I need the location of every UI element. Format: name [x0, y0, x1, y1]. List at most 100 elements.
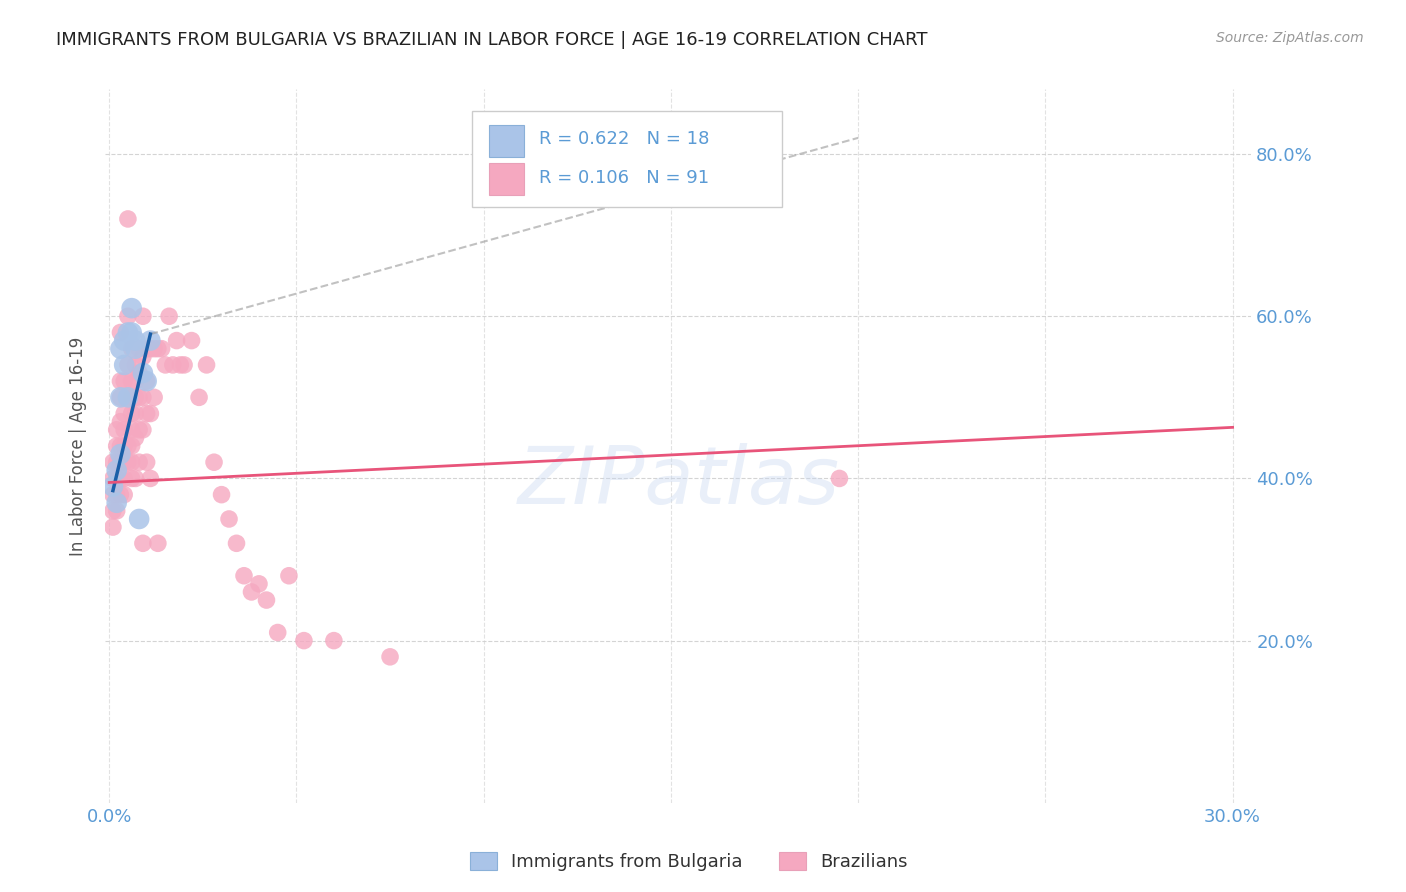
- Point: [105, 496, 128, 510]
- Point: [105, 463, 128, 477]
- Point: [135, 374, 157, 388]
- Point: [101, 488, 124, 502]
- Point: [112, 334, 135, 348]
- Point: [128, 390, 150, 404]
- Point: [117, 455, 139, 469]
- Point: [180, 334, 202, 348]
- Point: [121, 301, 143, 315]
- Point: [202, 455, 225, 469]
- Point: [146, 342, 169, 356]
- Point: [124, 471, 146, 485]
- Point: [132, 390, 155, 404]
- Point: [155, 358, 177, 372]
- FancyBboxPatch shape: [489, 125, 523, 157]
- Point: [124, 431, 146, 445]
- Point: [143, 342, 166, 356]
- Point: [247, 577, 270, 591]
- Point: [143, 390, 166, 404]
- Point: [135, 374, 157, 388]
- Point: [150, 342, 173, 356]
- Point: [117, 390, 139, 404]
- Point: [117, 439, 139, 453]
- Text: R = 0.106   N = 91: R = 0.106 N = 91: [538, 169, 709, 187]
- Text: R = 0.622   N = 18: R = 0.622 N = 18: [538, 130, 709, 148]
- Point: [117, 358, 139, 372]
- Point: [112, 358, 135, 372]
- Point: [117, 310, 139, 324]
- Point: [112, 488, 135, 502]
- Point: [135, 407, 157, 421]
- Point: [128, 512, 150, 526]
- Point: [139, 407, 162, 421]
- Point: [166, 334, 188, 348]
- Point: [218, 512, 240, 526]
- Point: [105, 455, 128, 469]
- Point: [112, 471, 135, 485]
- Point: [121, 439, 143, 453]
- Point: [157, 310, 180, 324]
- Point: [132, 310, 155, 324]
- Point: [105, 504, 128, 518]
- Point: [101, 471, 124, 485]
- Point: [124, 342, 146, 356]
- Point: [110, 415, 132, 429]
- Point: [110, 390, 132, 404]
- Point: [135, 455, 157, 469]
- Point: [110, 374, 132, 388]
- Point: [139, 334, 162, 348]
- Point: [117, 211, 139, 226]
- Point: [112, 423, 135, 437]
- Text: IMMIGRANTS FROM BULGARIA VS BRAZILIAN IN LABOR FORCE | AGE 16-19 CORRELATION CHA: IMMIGRANTS FROM BULGARIA VS BRAZILIAN IN…: [56, 31, 928, 49]
- Point: [173, 358, 195, 372]
- Point: [112, 374, 135, 388]
- Point: [117, 326, 139, 340]
- Point: [110, 447, 132, 461]
- Point: [121, 423, 143, 437]
- Point: [146, 536, 169, 550]
- Point: [105, 488, 128, 502]
- Point: [110, 439, 132, 453]
- Point: [195, 358, 218, 372]
- Point: [121, 471, 143, 485]
- Point: [256, 593, 278, 607]
- Legend: Immigrants from Bulgaria, Brazilians: Immigrants from Bulgaria, Brazilians: [463, 845, 915, 879]
- Point: [121, 374, 143, 388]
- Point: [121, 390, 143, 404]
- Point: [117, 390, 139, 404]
- Point: [128, 366, 150, 380]
- Point: [828, 471, 851, 485]
- Point: [225, 536, 247, 550]
- Point: [105, 439, 128, 453]
- Point: [124, 390, 146, 404]
- Point: [112, 455, 135, 469]
- Point: [128, 455, 150, 469]
- Point: [132, 350, 155, 364]
- Point: [124, 334, 146, 348]
- Point: [110, 390, 132, 404]
- Point: [121, 326, 143, 340]
- Point: [110, 488, 132, 502]
- Point: [132, 366, 155, 380]
- Point: [135, 342, 157, 356]
- Point: [132, 423, 155, 437]
- Point: [105, 423, 128, 437]
- Point: [110, 455, 132, 469]
- Point: [278, 568, 301, 582]
- Point: [378, 649, 401, 664]
- Text: Source: ZipAtlas.com: Source: ZipAtlas.com: [1216, 31, 1364, 45]
- Point: [169, 358, 191, 372]
- Point: [240, 585, 263, 599]
- Point: [139, 471, 162, 485]
- Point: [132, 536, 155, 550]
- Point: [162, 358, 184, 372]
- Point: [267, 625, 290, 640]
- Point: [292, 633, 315, 648]
- Point: [112, 439, 135, 453]
- Point: [110, 326, 132, 340]
- Point: [110, 342, 132, 356]
- Point: [128, 423, 150, 437]
- FancyBboxPatch shape: [489, 162, 523, 194]
- Point: [101, 455, 124, 469]
- Point: [128, 342, 150, 356]
- Point: [121, 342, 143, 356]
